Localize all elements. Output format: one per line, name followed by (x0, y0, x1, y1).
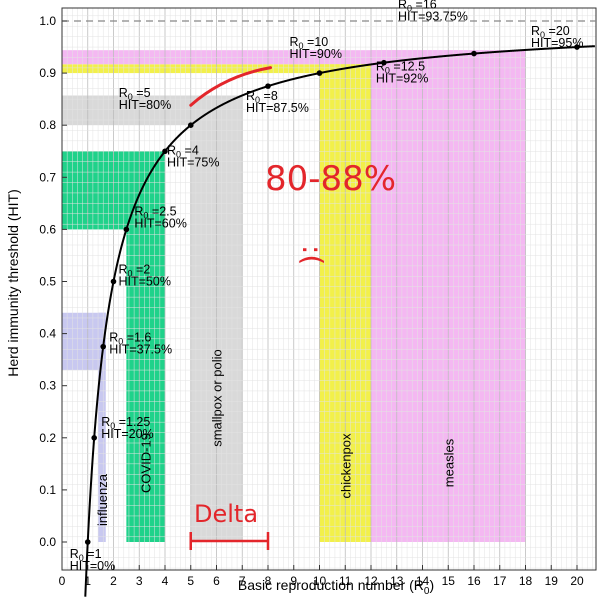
data-point (471, 50, 477, 57)
x-tick-label: 1 (84, 574, 91, 588)
y-tick-label: 0.4 (39, 327, 56, 341)
y-tick-label: 0.1 (39, 483, 56, 497)
point-hit-label: HIT=90% (290, 47, 342, 61)
point-label: R0 =5 (119, 86, 151, 102)
y-axis-label: Herd immunity threshold (HIT) (5, 189, 21, 377)
x-tick-label: 17 (493, 574, 507, 588)
plot-frame (61, 7, 597, 571)
data-point (316, 70, 323, 76)
x-tick-label: 2 (110, 574, 117, 588)
band-label-1: COVID-19 (139, 433, 154, 493)
vertical-band-1 (126, 151, 165, 542)
data-point (381, 59, 387, 66)
x-axis-label-end: ) (429, 577, 434, 593)
data-point (91, 435, 97, 441)
x-tick-label: 19 (545, 574, 559, 588)
annotation-layer (189, 66, 273, 550)
x-tick-label: 3 (136, 574, 143, 588)
x-tick-label: 15 (442, 574, 456, 588)
annotation-sad-face: :( (296, 245, 329, 265)
x-tick-label: 13 (390, 574, 404, 588)
x-tick-label: 8 (265, 574, 272, 588)
point-hit-label: HIT=50% (119, 275, 171, 289)
grid-layer (61, 8, 596, 570)
point-label: R0 =1.25 (101, 415, 150, 431)
y-tick-label: 0.5 (39, 275, 56, 289)
data-point (162, 148, 168, 155)
y-tick-label: 0.7 (39, 170, 56, 184)
point-label: R0 =10 (290, 35, 329, 51)
point-label: R0 =8 (246, 89, 278, 105)
point-hit-label: HIT=80% (119, 98, 171, 112)
hit-curve (84, 45, 595, 597)
band-label-layer: influenza COVID-19 smallpox or polio chicke… (95, 349, 456, 526)
x-tick-label: 11 (339, 574, 352, 588)
band-label-4: measles (441, 438, 456, 487)
data-point (100, 343, 106, 350)
y-tick-label: 0.8 (39, 118, 56, 132)
x-tick-label: 12 (364, 574, 378, 588)
point-hit-label: HIT=92% (376, 72, 428, 86)
x-axis-label-sub: 0 (424, 586, 430, 597)
y-tick-label: 0.2 (39, 431, 56, 445)
y-tick-label: 0.3 (39, 379, 56, 393)
x-tick-label: 7 (239, 574, 246, 588)
x-tick-label: 14 (416, 574, 430, 588)
x-tick-label: 20 (570, 574, 584, 588)
point-hit-label: HIT=93.75% (398, 10, 468, 24)
annotation-range-text: 80-88% (265, 159, 396, 199)
band-label-3: chickenpox (338, 433, 353, 499)
y-tick-label: 0.9 (39, 66, 56, 80)
point-label: R0 =16 (398, 0, 437, 14)
data-point (110, 278, 117, 285)
point-label: R0 =12.5 (376, 60, 425, 76)
data-point (84, 539, 91, 545)
point-hit-label: HIT=20% (101, 427, 153, 441)
axes-layer: 0 1 2 3 4 5 6 7 8 9 10 11 12 13 14 15 16 17 18 19 200.00.10.… (39, 7, 597, 588)
band-label-2: smallpox or polio (210, 349, 225, 447)
point-hit-label: HIT=37.5% (109, 343, 172, 357)
vertical-band-0 (98, 312, 106, 542)
data-point (265, 83, 271, 89)
data-point (123, 226, 130, 233)
annotation-highlight-stroke (189, 66, 273, 107)
point-label: R0 =20 (531, 24, 570, 40)
point-hit-label: HIT=60% (134, 216, 186, 230)
band-label-0: influenza (95, 473, 110, 526)
point-label: R0 =2.5 (134, 204, 176, 220)
y-tick-label: 0.0 (39, 535, 56, 549)
y-tick-label: 0.6 (39, 222, 56, 236)
x-tick-label: 16 (467, 574, 481, 588)
x-tick-label: 18 (519, 574, 533, 588)
x-tick-label: 10 (313, 574, 327, 588)
x-tick-label: 6 (213, 574, 220, 588)
point-hit-label: HIT=75% (167, 155, 219, 169)
point-hit-label: HIT=87.5% (246, 101, 309, 115)
annotation-delta-text: Delta (194, 500, 258, 528)
point-label: R0 =1 (70, 547, 102, 563)
curve-layer (84, 45, 595, 597)
x-tick-label: 4 (162, 574, 169, 588)
point-hit-label: HIT=0% (70, 559, 116, 573)
data-point (187, 122, 194, 128)
x-tick-label: 9 (290, 574, 297, 588)
point-hit-label: HIT=95% (531, 36, 583, 50)
x-axis-label: Basic reproduction number (R0) (238, 577, 434, 597)
y-tick-label: 1.0 (39, 14, 56, 28)
point-label: R0 =2 (119, 263, 151, 279)
point-label: R0 =1.6 (109, 331, 151, 347)
data-point (574, 44, 580, 50)
x-tick-label: 0 (59, 574, 66, 588)
point-label: R0 =4 (167, 143, 199, 159)
x-tick-label: 5 (187, 574, 194, 588)
